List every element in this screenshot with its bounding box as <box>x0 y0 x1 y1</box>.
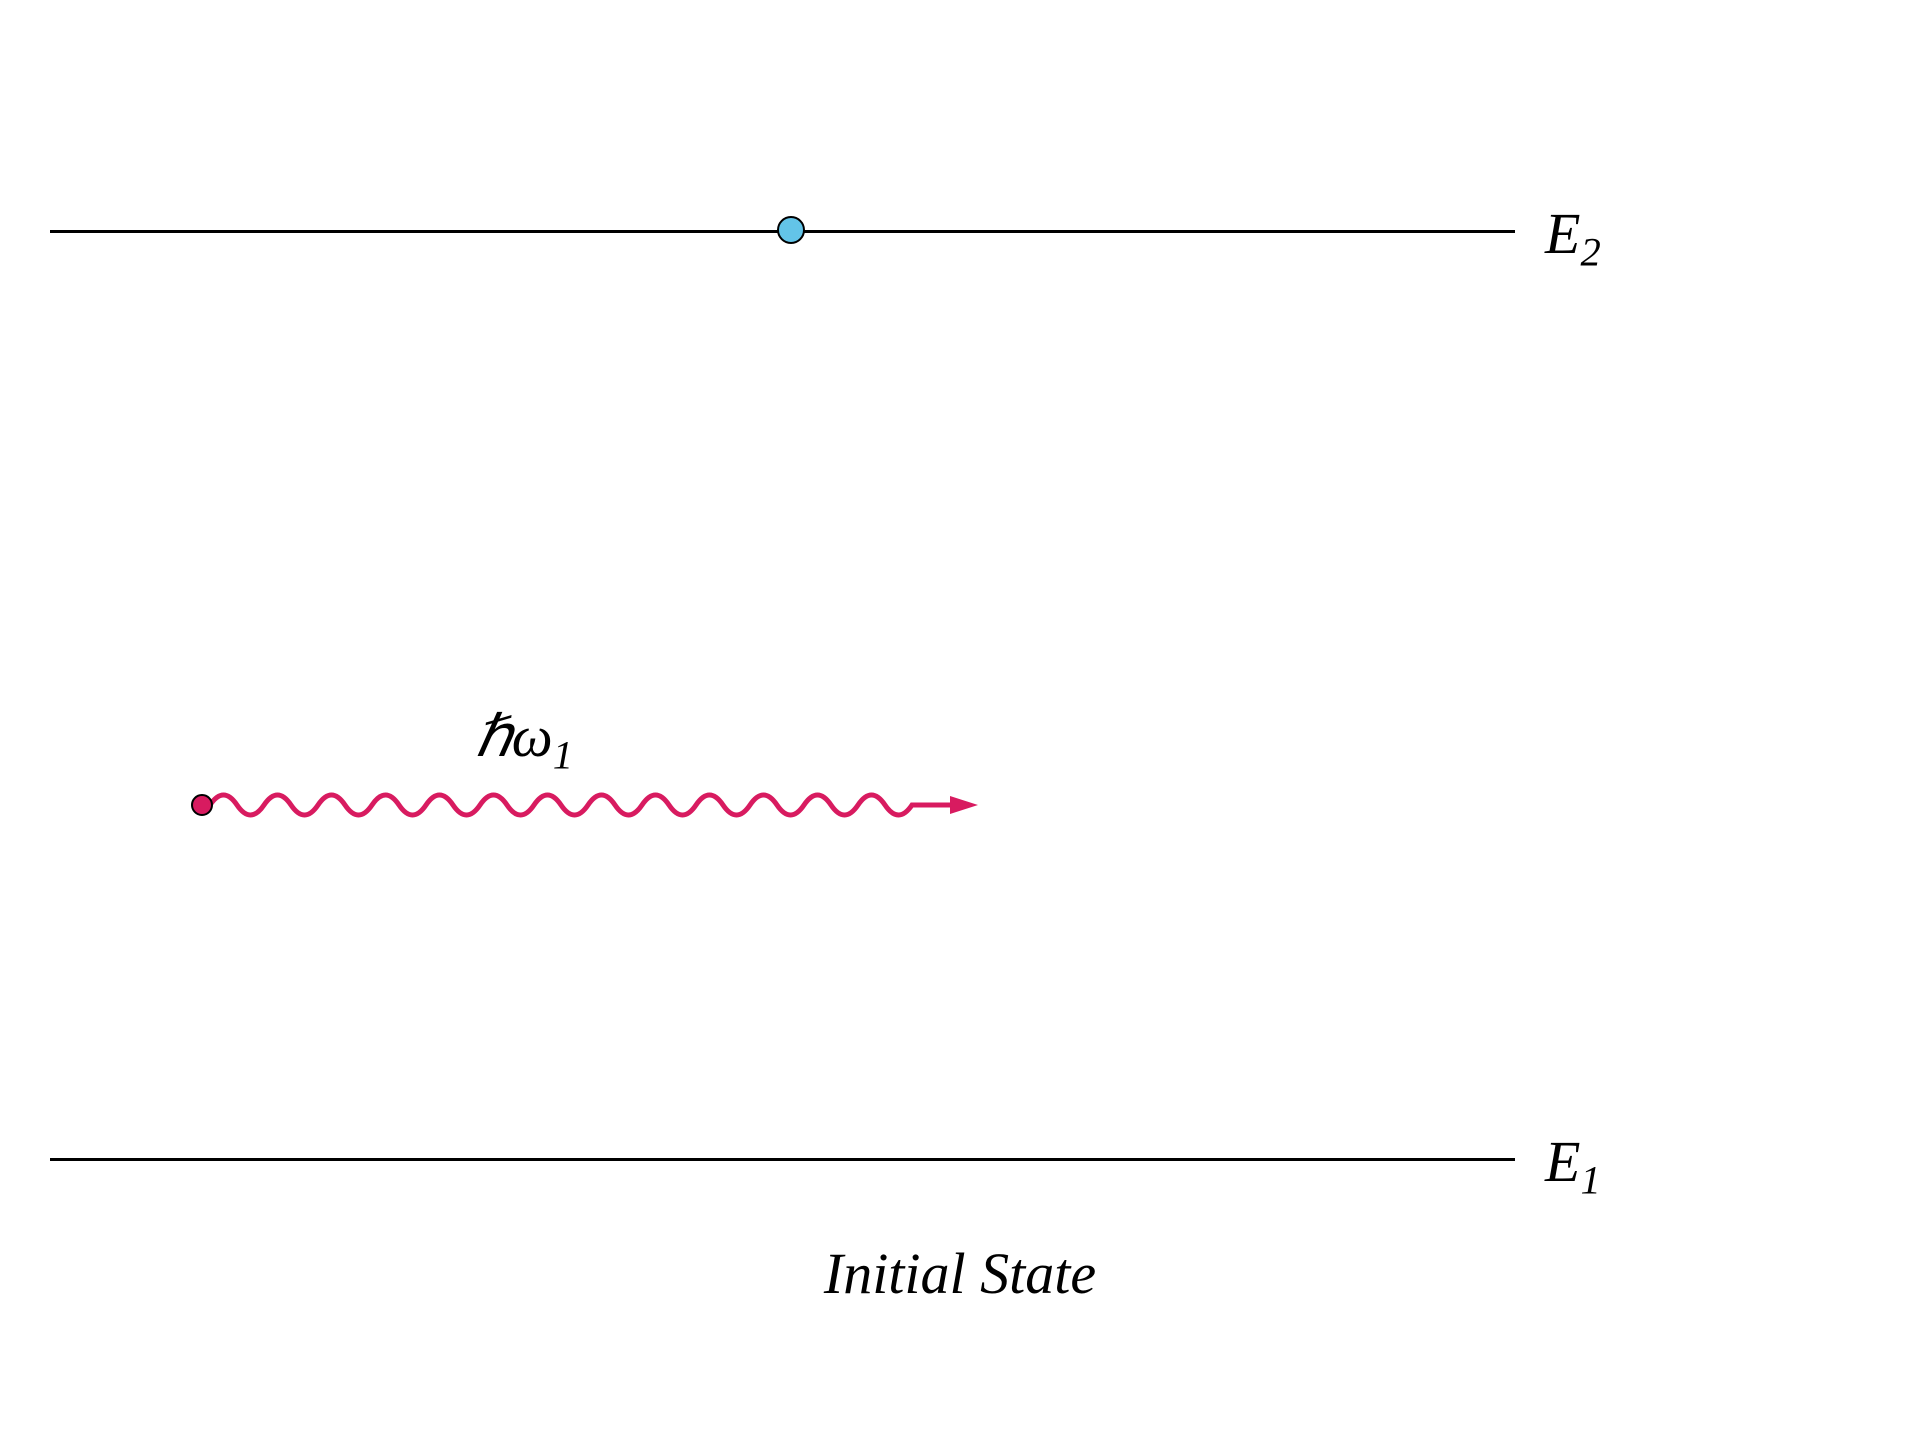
energy-level-label-e1: E1 <box>1545 1128 1601 1204</box>
energy-label-e2-text: E2 <box>1545 201 1601 266</box>
electron-upper <box>777 216 805 244</box>
photon-energy-label: ℏω1 <box>475 702 573 779</box>
energy-level-diagram: E2 E1 ℏω1 Initial State <box>0 0 1920 1440</box>
energy-level-label-e2: E2 <box>1545 200 1601 276</box>
photon-wave-arrow <box>195 770 995 840</box>
energy-label-e1-text: E1 <box>1545 1129 1601 1194</box>
energy-level-line-e1 <box>50 1158 1515 1161</box>
photon-source-particle <box>191 794 213 816</box>
diagram-caption: Initial State <box>0 1240 1920 1307</box>
photon-wave-path <box>210 795 950 815</box>
photon-label-text: ℏω1 <box>475 704 573 769</box>
photon-arrowhead <box>950 796 978 814</box>
